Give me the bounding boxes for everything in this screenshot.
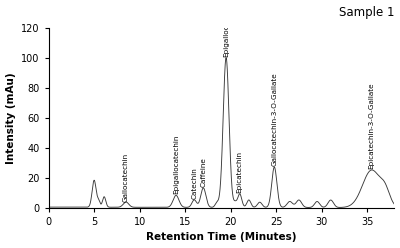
Text: Epicatechin: Epicatechin bbox=[237, 151, 243, 193]
Text: Catechin: Catechin bbox=[191, 167, 197, 199]
Text: Gallocatechin-3-O-Gallate: Gallocatechin-3-O-Gallate bbox=[271, 72, 277, 166]
Y-axis label: Intensity (mAu): Intensity (mAu) bbox=[6, 72, 16, 164]
Text: Epicatechin-3-O-Gallate: Epicatechin-3-O-Gallate bbox=[369, 82, 375, 169]
Text: Gallocatechin: Gallocatechin bbox=[123, 153, 129, 202]
X-axis label: Retention Time (Minutes): Retention Time (Minutes) bbox=[146, 232, 297, 243]
Text: Epigallocatechin-3-O-Gallate: Epigallocatechin-3-O-Gallate bbox=[223, 0, 229, 57]
Text: Sample 1: Sample 1 bbox=[339, 6, 394, 19]
Text: Caffeine: Caffeine bbox=[200, 157, 206, 187]
Text: Epigallocatechin: Epigallocatechin bbox=[173, 135, 179, 194]
